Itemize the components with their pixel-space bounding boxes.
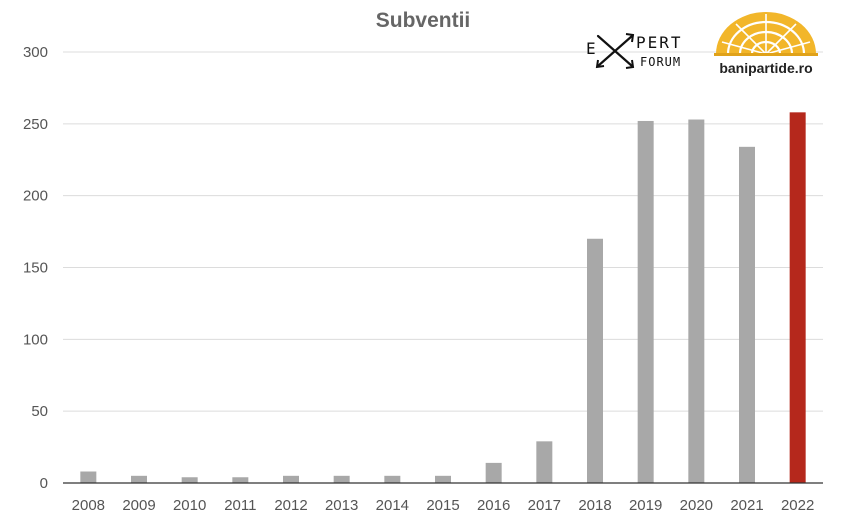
x-tick-label: 2018 — [578, 497, 611, 514]
y-tick-label: 300 — [23, 44, 48, 61]
x-tick-label: 2019 — [629, 497, 662, 514]
bar-2012 — [283, 475, 299, 483]
y-tick-label: 50 — [31, 403, 48, 420]
x-axis-ticks: 2008 2009 2010 2011 2012 2013 2014 2015 2016 2017… — [72, 497, 815, 514]
y-tick-label: 0 — [40, 475, 48, 492]
x-tick-label: 2012 — [274, 497, 307, 514]
bar-2008 — [80, 471, 97, 483]
x-tick-label: 2020 — [680, 497, 713, 514]
banipartide-label: banipartide.ro — [719, 60, 812, 76]
bar-2018 — [587, 238, 603, 483]
x-tick-label: 2008 — [72, 497, 105, 514]
bar-2022 — [789, 112, 806, 483]
bar-2016 — [485, 462, 502, 483]
x-tick-label: 2021 — [730, 497, 763, 514]
bar-2017 — [536, 441, 553, 483]
bar-2019 — [637, 120, 654, 484]
banipartide-logo: banipartide.ro — [714, 12, 818, 76]
bar-2014 — [384, 475, 401, 483]
bar-2009 — [131, 475, 147, 483]
y-tick-label: 150 — [23, 260, 48, 277]
bar-2015 — [435, 475, 451, 483]
x-tick-label: 2016 — [477, 497, 510, 514]
x-tick-label: 2015 — [426, 497, 459, 514]
x-tick-label: 2017 — [528, 497, 561, 514]
bar-2010 — [181, 477, 198, 483]
expert-forum-line1: PERT — [636, 33, 683, 52]
x-tick-label: 2010 — [173, 497, 206, 514]
y-tick-label: 250 — [23, 116, 48, 133]
y-axis-ticks: 0 50 100 150 200 250 300 — [23, 44, 48, 492]
x-tick-label: 2014 — [376, 497, 409, 514]
bar-2011 — [232, 477, 249, 483]
expert-forum-logo: E PERT FORUM — [586, 33, 683, 69]
chart-title: Subventii — [376, 9, 471, 32]
grid-layer — [63, 51, 823, 412]
x-tick-label: 2013 — [325, 497, 358, 514]
bar-2013 — [333, 475, 350, 483]
expert-forum-letter: E — [586, 39, 598, 58]
bar-2021 — [739, 146, 755, 483]
bar-2020 — [688, 119, 705, 484]
y-tick-label: 100 — [23, 331, 48, 348]
expert-forum-line2: FORUM — [640, 55, 681, 69]
y-tick-label: 200 — [23, 188, 48, 205]
x-tick-label: 2022 — [781, 497, 814, 514]
bars — [80, 112, 806, 484]
x-tick-label: 2009 — [122, 497, 155, 514]
x-tick-label: 2011 — [224, 497, 256, 514]
